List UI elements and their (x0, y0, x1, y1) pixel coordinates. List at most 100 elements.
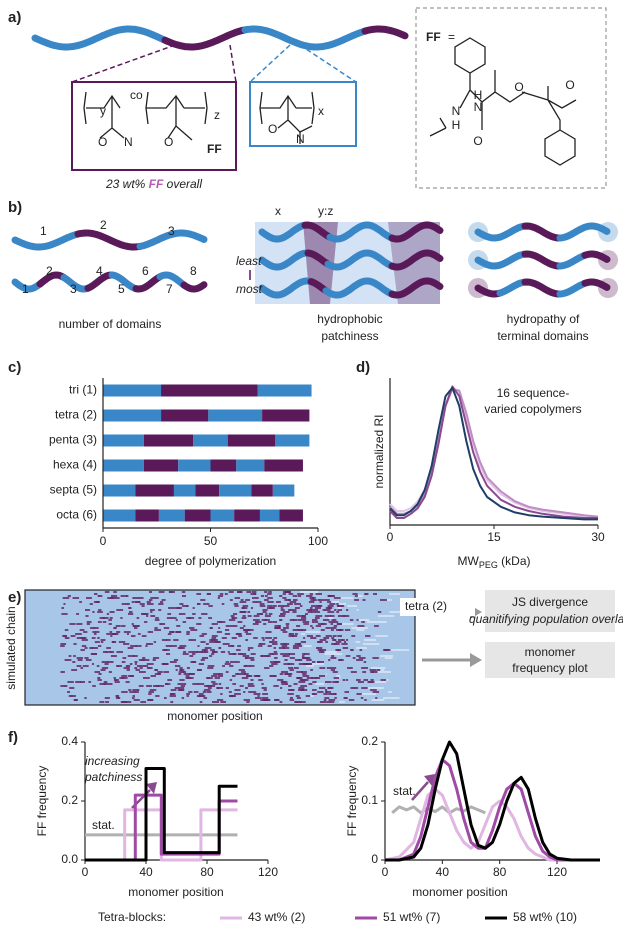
segment (143, 434, 194, 447)
series-line (389, 386, 598, 521)
segment (135, 509, 159, 522)
x-tick-label: 80 (200, 865, 214, 879)
y-tick-label: 0.2 (61, 793, 78, 807)
x-axis-label: monomer position (128, 885, 223, 899)
x-tick-label: 50 (204, 534, 218, 548)
segment (103, 409, 162, 422)
frequency-box (485, 642, 615, 678)
segment (259, 509, 280, 522)
atom-label: O (98, 135, 107, 149)
segment (272, 484, 295, 497)
x-tick-label: 80 (493, 865, 507, 879)
atom-label: co (130, 88, 143, 102)
segment (234, 509, 260, 522)
segment (236, 459, 265, 472)
chain (388, 277, 444, 299)
domain-number: 8 (190, 264, 197, 278)
segment (158, 509, 185, 522)
segment (264, 459, 303, 472)
panel-label: b) (8, 199, 22, 216)
atom-label: O (473, 134, 482, 148)
x-label: x (275, 204, 281, 218)
y-axis-label: FF frequency (35, 766, 49, 837)
series-line (385, 758, 600, 862)
chain (388, 221, 444, 243)
homopolymer-box (249, 81, 357, 147)
caption: number of domains (59, 317, 162, 331)
y-tick-label: 0.4 (61, 734, 78, 748)
chain (31, 25, 169, 51)
chain (556, 224, 588, 242)
caption-part: overall (163, 177, 202, 191)
tag-bg (400, 598, 475, 616)
chain (11, 230, 81, 251)
domain-number: 3 (70, 282, 77, 296)
caption: 23 wt% FF overall (105, 177, 202, 191)
chain (581, 278, 611, 291)
segment (161, 384, 258, 397)
atom-label: y (100, 104, 106, 118)
segment (275, 434, 310, 447)
x-tick-label: 40 (139, 865, 153, 879)
sim-frame (24, 589, 416, 706)
chain (258, 277, 314, 299)
segment (135, 484, 174, 497)
x-tick-label: 0 (100, 534, 107, 548)
y-tick-label: 0 (371, 852, 378, 866)
series-label: stat. (393, 784, 416, 798)
chain (496, 222, 528, 241)
x-axis-label: degree of polymerization (145, 554, 276, 568)
atom-label: N (474, 100, 483, 114)
y-tick-label: 0.2 (361, 734, 378, 748)
atom-label: H (452, 118, 461, 132)
segment (251, 484, 273, 497)
chain (74, 229, 144, 251)
x-axis-label: monomer position (412, 885, 507, 899)
box-text: frequency plot (512, 661, 588, 675)
caption: terminal domains (497, 329, 588, 343)
chain (556, 280, 588, 298)
atom-label: O (268, 122, 277, 136)
annotation: increasing (85, 754, 140, 768)
segment (178, 459, 211, 472)
segment (262, 409, 310, 422)
segment (103, 484, 136, 497)
chain (521, 278, 563, 298)
domain-number: 2 (100, 218, 107, 232)
chain (60, 274, 92, 293)
atom-label: z (214, 108, 220, 122)
chain (581, 222, 611, 235)
tag: tetra (2) (405, 599, 447, 613)
chain (132, 273, 164, 293)
y-tick-label: septa (5) (50, 483, 97, 497)
legend-title: Tetra-blocks: (98, 910, 166, 924)
panel-label: d) (356, 359, 370, 376)
domain-number: 3 (168, 224, 175, 238)
segment (173, 484, 196, 497)
domain-number: 1 (40, 224, 47, 238)
most-label: most (236, 282, 263, 296)
y-tick-label: 0.1 (361, 793, 378, 807)
atom-label: O (164, 135, 173, 149)
js-box (485, 590, 615, 632)
box-text: JS divergence (512, 595, 588, 609)
annotation: patchiness (84, 770, 142, 784)
x-tick-label: 120 (258, 865, 278, 879)
segment (257, 384, 312, 397)
x-tick-label: 40 (436, 865, 450, 879)
series-line (389, 385, 598, 519)
series-line (384, 787, 600, 862)
y-tick-label: octa (6) (56, 508, 97, 522)
chain (156, 271, 188, 289)
segment (210, 509, 235, 522)
label-part: MW (457, 554, 479, 568)
chain (84, 271, 116, 292)
segment (193, 434, 228, 447)
segment (184, 509, 211, 522)
x-axis-label: monomer position (167, 709, 262, 723)
chain (521, 250, 563, 270)
segment (219, 484, 252, 497)
simulation-image (25, 590, 415, 705)
legend-label: 58 wt% (10) (513, 910, 577, 924)
chain (180, 281, 208, 293)
